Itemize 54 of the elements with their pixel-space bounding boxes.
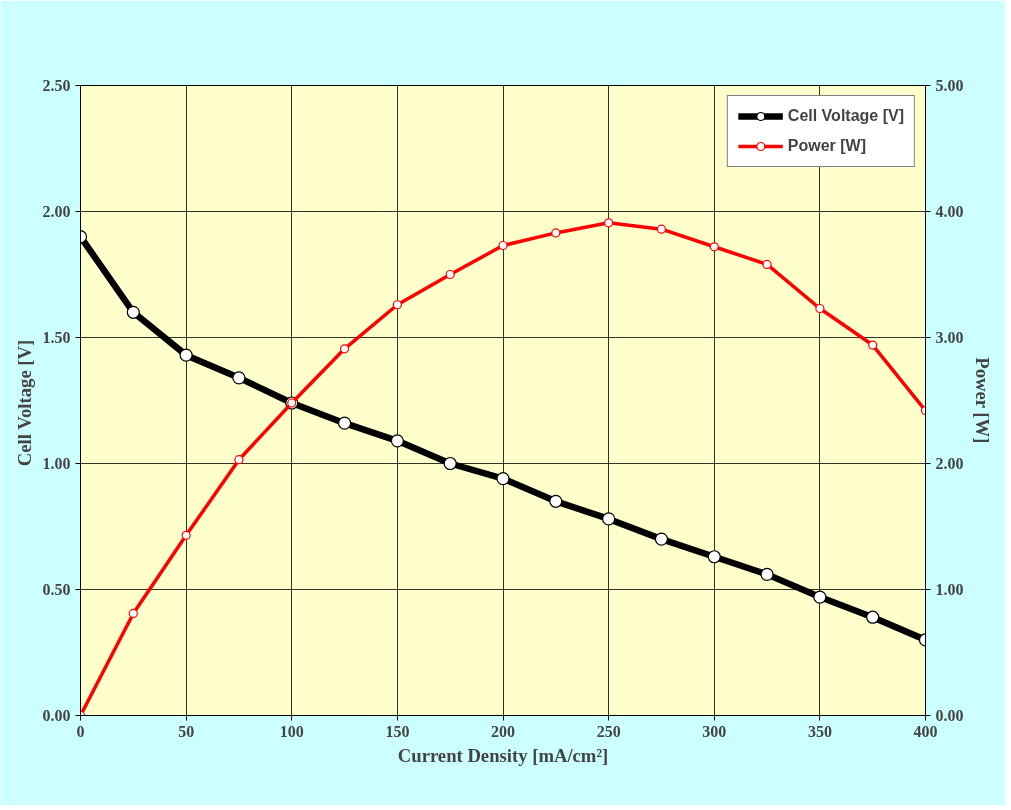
point	[337, 416, 352, 430]
point	[760, 567, 774, 581]
x-tick-label: 400	[913, 722, 938, 740]
point	[496, 472, 510, 486]
x-tick-label: 300	[702, 722, 727, 740]
point	[656, 224, 667, 234]
point	[232, 371, 246, 385]
y2-tick-label: 5.00	[935, 77, 964, 94]
y-tick-label: 2.50	[42, 77, 71, 94]
y2-axis-title: Power [W]	[971, 357, 993, 444]
point	[443, 456, 457, 471]
point	[234, 455, 244, 465]
x-tick-label: 200	[491, 722, 515, 740]
y2-tick-label: 0.00	[935, 707, 964, 724]
point	[392, 300, 402, 310]
point	[866, 610, 880, 624]
y-tick-label: 0.00	[42, 707, 71, 724]
x-tick-label: 350	[807, 722, 832, 740]
point	[179, 348, 193, 362]
point	[390, 434, 404, 448]
point	[868, 340, 878, 350]
x-tick-label: 150	[385, 722, 410, 740]
y2-tick-label: 4.00	[935, 203, 964, 220]
x-tick-label: 250	[596, 722, 621, 740]
x-tick-label: 100	[279, 722, 304, 740]
y-tick-label: 0.50	[42, 581, 71, 598]
point	[126, 305, 140, 319]
point	[815, 303, 825, 314]
y-tick-label: 1.50	[42, 329, 71, 346]
point	[551, 228, 561, 238]
x-tick-label: 50	[178, 722, 195, 740]
legend-label: Power [W]	[787, 137, 867, 155]
point	[181, 530, 191, 540]
y-axis-title: Cell Voltage [V]	[13, 339, 35, 467]
point	[549, 494, 563, 508]
point	[813, 590, 827, 604]
legend-label: Cell Voltage [V]	[787, 107, 904, 125]
y2-tick-label: 2.00	[935, 455, 964, 472]
point	[339, 344, 350, 354]
x-axis-title: Current Density [mA/cm²]	[397, 744, 609, 766]
point	[709, 242, 719, 252]
y-tick-label: 2.00	[42, 203, 71, 220]
x-tick-label: 0	[76, 722, 85, 740]
y2-tick-label: 1.00	[935, 581, 964, 598]
point	[604, 218, 614, 228]
point	[498, 240, 508, 251]
point	[654, 532, 669, 546]
point	[602, 512, 616, 526]
y-tick-label: 1.00	[42, 455, 71, 472]
point	[445, 269, 455, 280]
y2-tick-label: 3.00	[935, 329, 964, 346]
point	[128, 608, 138, 619]
point	[762, 259, 772, 270]
point	[707, 550, 721, 564]
